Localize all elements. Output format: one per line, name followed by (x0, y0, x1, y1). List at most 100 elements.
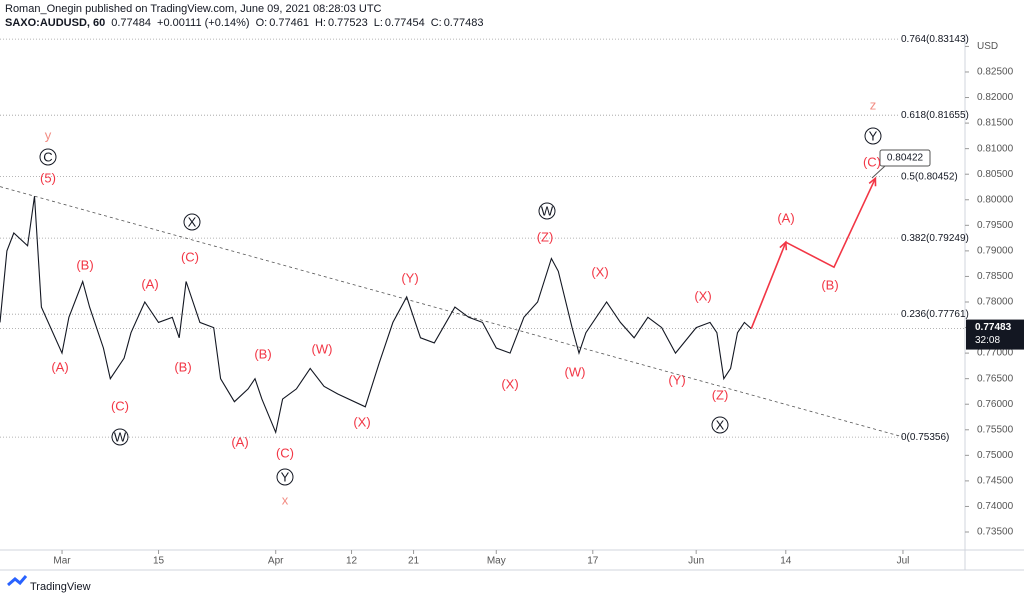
wave-circle (538, 202, 556, 220)
y-tick-label: 0.73500 (977, 527, 1014, 538)
arrow-head (779, 240, 788, 251)
x-tick-label: 14 (780, 556, 792, 567)
x-tick-label: 12 (346, 556, 358, 567)
price-tag: 0.77483 (975, 322, 1012, 333)
logo (7, 575, 28, 587)
header-close: 0.77483 (444, 17, 484, 29)
fib-label: 0.382(0.79249) (901, 233, 969, 244)
y-tick-label: 0.74500 (977, 476, 1014, 487)
wave-label: (A) (231, 434, 248, 449)
x-tick-label: Apr (268, 556, 284, 567)
x-tick-label: 17 (587, 556, 599, 567)
y-tick-label: 0.80000 (977, 194, 1014, 205)
wave-label: Y (281, 469, 290, 484)
wave-label: (A) (777, 210, 794, 225)
wave-label: W (114, 429, 127, 444)
price-tag-box (966, 319, 1024, 350)
trendline (0, 186, 904, 438)
y-tick-label: 0.78000 (977, 297, 1014, 308)
x-tick-label: May (487, 556, 506, 567)
wave-label: (B) (76, 257, 93, 272)
wave-label: (C) (863, 154, 881, 169)
y-tick-label: 0.82000 (977, 92, 1014, 103)
brand: TradingView (30, 581, 91, 593)
x-tick-label: Jun (688, 556, 704, 567)
x-tick-label: Mar (53, 556, 71, 567)
countdown: 32:08 (975, 335, 1000, 346)
target-tag-box (879, 149, 931, 167)
y-tick-label: 0.76000 (977, 399, 1014, 410)
y-tick-label: 0.78500 (977, 271, 1014, 282)
wave-label: (W) (565, 364, 586, 379)
wave-label: (X) (353, 414, 370, 429)
header-open: 0.77461 (269, 17, 309, 29)
y-tick-label: 0.79000 (977, 246, 1014, 257)
y-tick-label: 0.80500 (977, 169, 1014, 180)
wave-label: X (716, 417, 725, 432)
wave-label: Y (869, 128, 878, 143)
header-change: +0.00111 (+0.14%) (157, 17, 250, 29)
plot-area (0, 38, 965, 438)
fib-label: 0.618(0.81655) (901, 110, 969, 121)
x-tick-label: Jul (897, 556, 910, 567)
wave-label: (Z) (537, 229, 554, 244)
author-line: Roman_Onegin published on TradingView.co… (5, 3, 382, 15)
fib-label: 0.5(0.80452) (901, 171, 958, 182)
wave-label: (B) (821, 277, 838, 292)
symbol: SAXO:AUDUSD, 60 (5, 17, 105, 29)
projection-line (750, 177, 877, 329)
wave-label: z (870, 97, 877, 112)
header-open-label: O: (256, 17, 268, 29)
wave-label: C (43, 149, 52, 164)
ohlc-line: SAXO:AUDUSD, 60 (5, 17, 105, 29)
wave-label: (Z) (712, 387, 729, 402)
header-high: 0.77523 (328, 17, 368, 29)
target-tag-pointer (871, 165, 886, 179)
wave-label: y (45, 127, 52, 142)
wave-label: (Y) (401, 270, 418, 285)
wave-label: (A) (51, 359, 68, 374)
y-tick-label: 0.75000 (977, 450, 1014, 461)
wave-label: (5) (40, 170, 56, 185)
wave-label: W (541, 203, 554, 218)
wave-circle (39, 148, 57, 166)
header-low-label: L: (374, 17, 383, 29)
fib-label: 0.236(0.77761) (901, 309, 969, 320)
wave-label: (Y) (668, 372, 685, 387)
header-low: 0.77454 (385, 17, 425, 29)
fib-label: 0.764(0.83143) (901, 34, 969, 45)
arrow-head (868, 176, 877, 187)
y-tick-label: 0.81000 (977, 143, 1014, 154)
wave-label: (A) (141, 276, 158, 291)
y-tick-label: 0.81500 (977, 118, 1014, 129)
target-tag: 0.80422 (887, 153, 924, 164)
wave-label: (C) (111, 398, 129, 413)
wave-circle (864, 127, 882, 145)
y-tick-label: 0.77000 (977, 348, 1014, 359)
wave-circle (711, 416, 729, 434)
price-line (0, 196, 752, 435)
wave-label: (B) (254, 346, 271, 361)
header-close-label: C: (431, 17, 442, 29)
wave-circle (276, 468, 294, 486)
wave-label: x (282, 492, 289, 507)
y-tick-label: 0.82500 (977, 67, 1014, 78)
header-last: 0.77484 (111, 17, 151, 29)
fib-label: 0(0.75356) (901, 432, 949, 443)
wave-label: X (188, 214, 197, 229)
wave-label: (W) (312, 341, 333, 356)
wave-label: (X) (694, 288, 711, 303)
x-tick-label: 15 (153, 556, 165, 567)
wave-circle (111, 428, 129, 446)
wave-label: (B) (174, 359, 191, 374)
wave-label: (X) (501, 376, 518, 391)
y-tick-label: 0.79500 (977, 220, 1014, 231)
wave-label: (C) (276, 445, 294, 460)
wave-circle (183, 213, 201, 231)
header-high-label: H: (315, 17, 326, 29)
wave-label: (X) (591, 264, 608, 279)
x-tick-label: 21 (408, 556, 420, 567)
